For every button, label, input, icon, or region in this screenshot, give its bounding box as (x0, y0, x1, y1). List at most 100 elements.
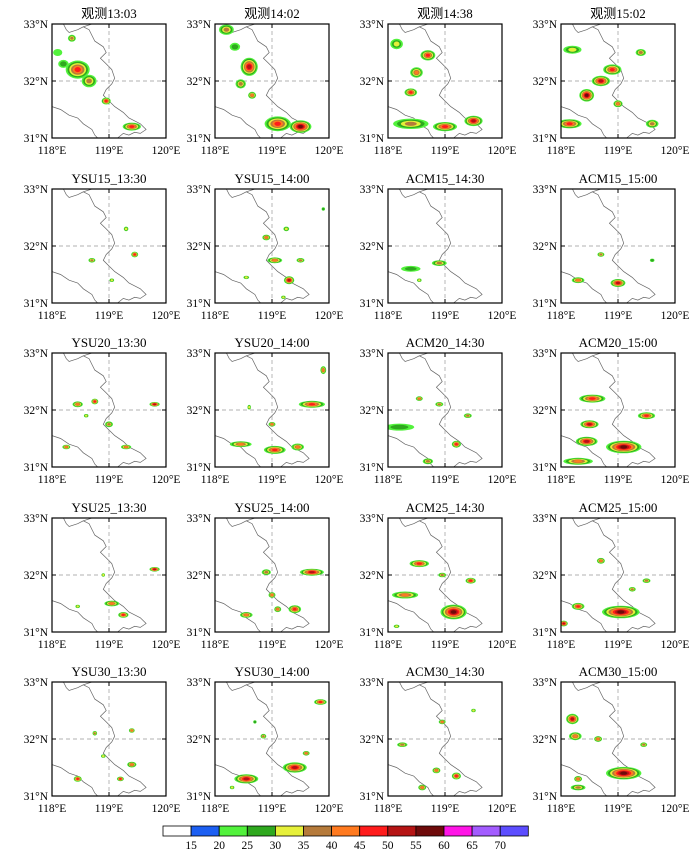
panel-title: YSU30_13:30 (71, 664, 146, 679)
panel: ACM20_14:30 118°E 119°E 120°E 31°N 32°N 33°N (360, 335, 517, 486)
echo-contour (76, 777, 79, 781)
y-tick-label: 31°N (187, 627, 212, 639)
colorbar-swatch (359, 825, 389, 837)
panel-title: YSU20_13:30 (71, 335, 146, 350)
panel: 观测14:38 118°E 119°E 120°E 31°N 32°N 33°N (360, 6, 517, 157)
echo-contour (576, 279, 581, 282)
x-tick-label: 119°E (95, 803, 123, 815)
province-border (215, 106, 261, 138)
echo-contour (238, 82, 243, 86)
echo-cell (264, 116, 291, 132)
x-tick-label: 119°E (258, 639, 286, 651)
echo-contour (124, 227, 128, 231)
echo-cell (219, 24, 234, 35)
panel-plot-area (388, 682, 502, 796)
echo-contour (390, 424, 409, 430)
panel-plot-area (52, 518, 166, 632)
panel: ACM25_14:30 118°E 119°E 120°E 31°N 32°N 33°N (360, 500, 517, 651)
echo-contour (441, 125, 449, 129)
y-tick-label: 31°N (360, 791, 385, 803)
echo-cell (73, 776, 82, 782)
echo-cell (628, 587, 636, 592)
panel: 观测15:02 118°E 119°E 120°E 31°N 32°N 33°N (533, 6, 690, 157)
echo-contour (401, 593, 409, 597)
echo-contour (436, 261, 443, 265)
province-border (572, 189, 656, 303)
x-tick-label: 119°E (604, 803, 632, 815)
x-tick-label: 120°E (661, 145, 690, 157)
echo-contour (93, 400, 97, 403)
colorbar-swatch (274, 825, 304, 837)
y-tick-label: 32°N (360, 76, 385, 88)
x-tick-label: 119°E (431, 803, 459, 815)
panel-title: YSU30_14:00 (234, 664, 309, 679)
echo-cell (253, 720, 257, 724)
echo-contour (129, 125, 135, 128)
echo-cell (83, 414, 89, 418)
y-tick-label: 33°N (360, 677, 385, 689)
echo-cell (131, 251, 139, 258)
x-tick-label: 120°E (152, 474, 181, 486)
province-border (561, 764, 607, 796)
echo-cell (62, 444, 71, 450)
province-border (399, 353, 483, 467)
echo-contour (587, 423, 592, 426)
echo-contour (253, 720, 257, 724)
echo-contour (121, 613, 125, 617)
echo-cell (53, 49, 63, 56)
echo-cell (574, 776, 583, 782)
y-tick-label: 31°N (533, 298, 558, 310)
panel-plot-area (388, 24, 502, 138)
echo-contour (562, 622, 565, 625)
colorbar-swatch (499, 825, 529, 837)
province-border (63, 682, 147, 796)
colorbar-swatch (218, 825, 248, 837)
echo-cell (451, 772, 461, 780)
echo-contour (400, 743, 405, 746)
x-tick-label: 118°E (374, 145, 402, 157)
province-border (388, 600, 434, 632)
echo-cell (613, 100, 623, 108)
echo-contour (133, 253, 136, 256)
x-tick-label: 120°E (488, 310, 517, 322)
echo-contour (247, 64, 252, 70)
x-tick-label: 119°E (95, 474, 123, 486)
panel: YSU30_13:30 118°E 119°E 120°E 31°N 32°N 33°N (24, 664, 181, 815)
echo-contour (425, 53, 430, 57)
colorbar-label: 35 (298, 840, 310, 852)
echo-cell (431, 260, 447, 266)
panel: ACM25_15:00 118°E 119°E 120°E 31°N 32°N 33°N (533, 500, 690, 651)
echo-cell (388, 423, 415, 431)
colorbar-label: 50 (382, 840, 394, 852)
echo-contour (287, 279, 291, 282)
x-tick-label: 118°E (374, 803, 402, 815)
panel-plot-area (561, 518, 675, 632)
echo-contour (76, 605, 79, 608)
x-tick-label: 119°E (431, 639, 459, 651)
x-tick-label: 119°E (258, 474, 286, 486)
colorbar: 15 20 25 30 35 40 45 50 55 60 65 70 (162, 825, 529, 852)
echo-contour (119, 777, 122, 780)
echo-contour (620, 445, 628, 449)
echo-contour (292, 766, 298, 769)
x-tick-label: 118°E (547, 474, 575, 486)
echo-cell (67, 34, 76, 42)
echo-contour (425, 460, 430, 463)
echo-cell (464, 115, 483, 127)
colorbar-label: 40 (326, 840, 338, 852)
echo-contour (642, 743, 646, 746)
echo-cell (65, 60, 90, 79)
panel-title: 观测14:02 (244, 6, 300, 21)
y-tick-label: 33°N (187, 348, 212, 360)
y-tick-label: 31°N (187, 298, 212, 310)
echo-contour (596, 737, 600, 741)
colorbar-swatch (331, 825, 361, 837)
echo-cell (282, 762, 307, 773)
panel-plot-area (388, 353, 502, 467)
echo-cell (127, 761, 137, 768)
echo-contour (576, 605, 580, 608)
panel-plot-area (52, 189, 166, 303)
echo-contour (589, 397, 596, 400)
echo-cell (579, 394, 606, 403)
